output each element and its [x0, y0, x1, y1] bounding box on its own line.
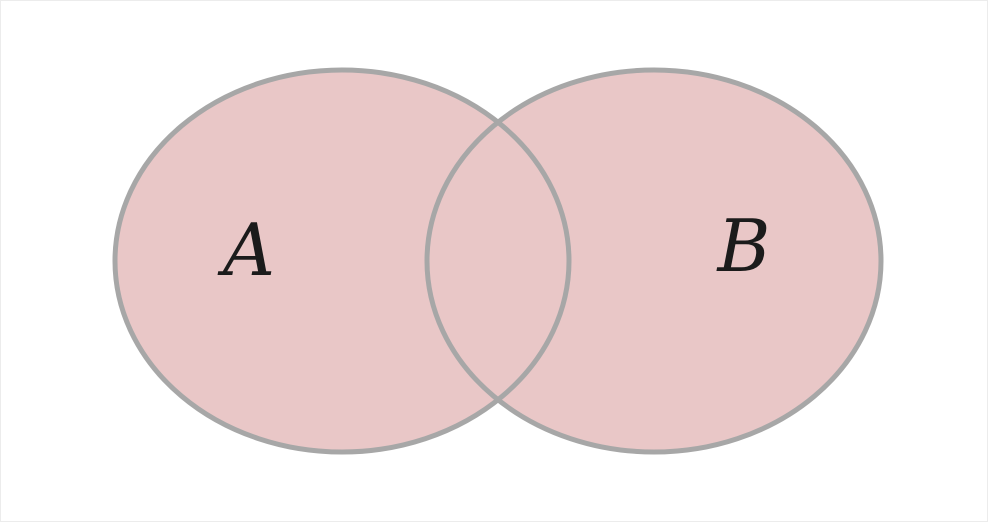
- set-b-label: B: [716, 204, 771, 288]
- set-a-label: A: [217, 208, 275, 292]
